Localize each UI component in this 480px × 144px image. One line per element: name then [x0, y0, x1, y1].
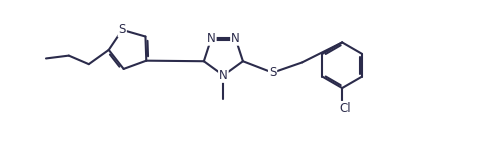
Text: N: N: [218, 69, 228, 82]
Text: Cl: Cl: [338, 102, 350, 114]
Text: S: S: [118, 23, 126, 36]
Text: N: N: [230, 32, 240, 45]
Text: S: S: [268, 66, 276, 79]
Text: N: N: [206, 32, 215, 45]
